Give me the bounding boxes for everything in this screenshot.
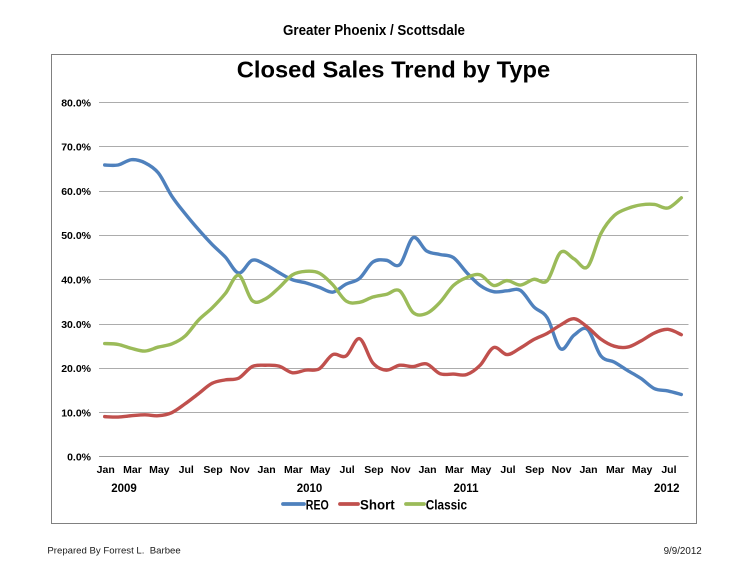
svg-text:Sep: Sep — [525, 464, 544, 476]
svg-text:Short: Short — [360, 497, 395, 512]
svg-text:May: May — [149, 464, 170, 476]
svg-text:May: May — [310, 464, 331, 476]
svg-text:May: May — [471, 464, 492, 476]
svg-text:Jul: Jul — [179, 464, 194, 476]
svg-text:REO: REO — [306, 497, 329, 512]
svg-text:80.0%: 80.0% — [61, 97, 91, 109]
svg-text:Mar: Mar — [284, 464, 303, 476]
svg-text:2009: 2009 — [111, 483, 137, 495]
svg-text:Mar: Mar — [606, 464, 625, 476]
svg-text:Nov: Nov — [230, 464, 250, 476]
svg-text:2012: 2012 — [654, 483, 680, 495]
svg-text:Sep: Sep — [364, 464, 383, 476]
svg-text:Jan: Jan — [97, 464, 115, 476]
svg-text:Prepared By Forrest L. Barbee: Prepared By Forrest L. Barbee — [47, 546, 180, 557]
svg-text:May: May — [632, 464, 653, 476]
svg-text:Jan: Jan — [418, 464, 436, 476]
svg-text:Sep: Sep — [203, 464, 222, 476]
svg-text:Jul: Jul — [340, 464, 355, 476]
svg-text:Jul: Jul — [661, 464, 676, 476]
svg-text:Nov: Nov — [552, 464, 572, 476]
svg-text:Mar: Mar — [123, 464, 142, 476]
svg-text:Jan: Jan — [579, 464, 597, 476]
svg-text:70.0%: 70.0% — [61, 142, 91, 154]
svg-text:Classic: Classic — [426, 497, 468, 512]
svg-text:Mar: Mar — [445, 464, 464, 476]
svg-text:Nov: Nov — [391, 464, 411, 476]
svg-text:60.0%: 60.0% — [61, 186, 91, 198]
svg-text:20.0%: 20.0% — [61, 363, 91, 375]
svg-text:30.0%: 30.0% — [61, 319, 91, 331]
svg-text:Closed Sales Trend by Type: Closed Sales Trend by Type — [237, 57, 551, 83]
svg-text:Greater Phoenix / Scottsdale: Greater Phoenix / Scottsdale — [283, 23, 465, 39]
svg-text:10.0%: 10.0% — [61, 407, 91, 419]
svg-text:Jan: Jan — [258, 464, 276, 476]
svg-text:0.0%: 0.0% — [67, 452, 92, 464]
svg-text:50.0%: 50.0% — [61, 230, 91, 242]
svg-text:9/9/2012: 9/9/2012 — [664, 546, 702, 557]
svg-text:2011: 2011 — [454, 483, 480, 495]
svg-text:Jul: Jul — [500, 464, 515, 476]
svg-text:40.0%: 40.0% — [61, 275, 91, 287]
svg-text:2010: 2010 — [297, 483, 323, 495]
